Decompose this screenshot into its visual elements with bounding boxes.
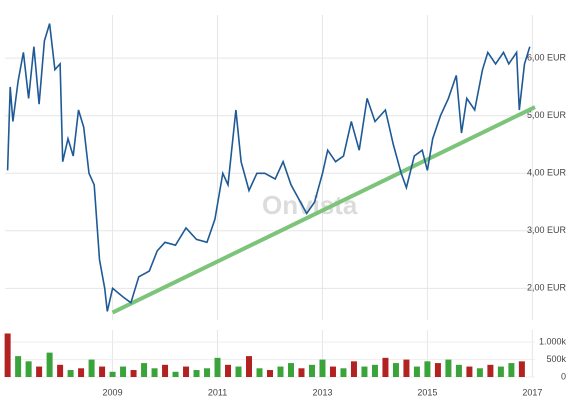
- volume-bar: [36, 366, 43, 377]
- y-tick-label: 3,00 EUR: [527, 225, 567, 235]
- volume-bar: [183, 366, 190, 377]
- volume-bar: [120, 366, 127, 377]
- y-tick-label: 4,00 EUR: [527, 168, 567, 178]
- volume-bar: [225, 364, 232, 377]
- price-line: [6, 23, 531, 312]
- y-tick-label: 500k: [546, 354, 566, 364]
- volume-bar: [329, 366, 336, 377]
- volume-bar: [214, 357, 221, 377]
- volume-bar: [57, 364, 64, 377]
- volume-bar: [99, 366, 106, 377]
- volume-bar: [298, 368, 305, 377]
- volume-bar: [466, 366, 473, 377]
- volume-bar: [361, 366, 368, 377]
- volume-bar: [340, 368, 347, 377]
- volume-bar: [371, 364, 378, 377]
- volume-bar: [392, 363, 399, 377]
- volume-bar: [487, 364, 494, 377]
- volume-bar: [130, 370, 137, 377]
- volume-bar: [424, 361, 431, 377]
- volume-bar: [434, 363, 441, 377]
- volume-bar: [109, 371, 116, 377]
- volume-bar: [46, 352, 53, 377]
- volume-bar: [193, 370, 200, 377]
- x-tick-label: 2013: [312, 387, 332, 397]
- volume-bar: [246, 356, 253, 377]
- volume-bar: [141, 363, 148, 377]
- volume-bar: [204, 368, 211, 377]
- x-tick-label: 2009: [103, 387, 123, 397]
- x-tick-label: 2011: [208, 387, 227, 397]
- y-tick-label: 6,00 EUR: [527, 53, 567, 63]
- volume-bar: [497, 366, 504, 377]
- volume-bar: [151, 368, 158, 377]
- volume-bar: [267, 370, 273, 377]
- volume-bar: [88, 359, 95, 377]
- volume-bar: [455, 364, 462, 377]
- volume-bar: [287, 363, 294, 377]
- x-tick-label: 2017: [522, 387, 542, 397]
- x-tick-label: 2015: [417, 387, 437, 397]
- volume-bar: [319, 359, 326, 377]
- volume-bar: [382, 357, 389, 377]
- volume-bar: [162, 364, 169, 377]
- volume-bar: [350, 361, 357, 377]
- volume-bar: [235, 366, 242, 377]
- y-tick-label: 0: [561, 371, 566, 381]
- volume-bar: [308, 364, 315, 377]
- volume-bar: [78, 368, 85, 377]
- trend-line: [111, 105, 536, 315]
- volume-bar: [508, 363, 515, 377]
- volume-bar: [445, 359, 452, 377]
- volume-bar: [67, 370, 74, 377]
- volume-bar: [256, 368, 263, 377]
- volume-bar: [25, 361, 32, 377]
- y-tick-label: 5,00 EUR: [527, 110, 567, 120]
- y-tick-label: 1.000k: [539, 337, 567, 347]
- volume-bar: [518, 361, 525, 377]
- volume-bar: [172, 371, 179, 377]
- volume-bar: [403, 359, 410, 377]
- volume-bar: [413, 366, 420, 377]
- y-tick-label: 2,00 EUR: [527, 283, 567, 293]
- volume-bar: [277, 366, 284, 377]
- volume-bar: [4, 333, 11, 377]
- volume-bar: [15, 356, 22, 377]
- volume-bar: [476, 368, 483, 377]
